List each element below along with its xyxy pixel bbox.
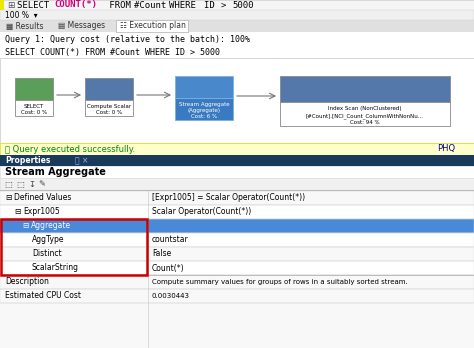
Text: PHQ: PHQ: [437, 144, 455, 153]
Text: ⊟: ⊟: [14, 207, 20, 216]
Text: >: >: [221, 0, 232, 9]
Bar: [0, 143, 474, 155]
Bar: [0, 191, 474, 205]
Bar: [116, 20, 188, 32]
Text: SELECT COUNT(*) FROM #Count WHERE ID > 5000: SELECT COUNT(*) FROM #Count WHERE ID > 5…: [5, 48, 220, 57]
Bar: [0, 166, 474, 178]
Bar: [0, 0, 474, 10]
Bar: [0, 219, 474, 233]
Text: Properties: Properties: [5, 156, 50, 165]
Text: ⊞: ⊞: [7, 0, 15, 9]
Text: ⬚: ⬚: [4, 180, 12, 189]
Text: ✅ Query executed successfully.: ✅ Query executed successfully.: [5, 144, 135, 153]
Bar: [0, 0, 4, 10]
Text: 100 %  ▾: 100 % ▾: [5, 10, 37, 19]
Bar: [15, 78, 53, 100]
Text: WHERE: WHERE: [169, 0, 201, 9]
Text: ID: ID: [204, 0, 220, 9]
Bar: [85, 100, 133, 116]
Text: ▦ Results: ▦ Results: [6, 22, 44, 31]
Bar: [0, 32, 474, 58]
Bar: [0, 275, 474, 289]
Text: [Expr1005] = Scalar Operator(Count(*)): [Expr1005] = Scalar Operator(Count(*)): [152, 193, 305, 203]
Text: Query 1: Query cost (relative to the batch): 100%: Query 1: Query cost (relative to the bat…: [5, 35, 250, 45]
Text: ▤ Messages: ▤ Messages: [58, 22, 105, 31]
Bar: [175, 76, 233, 98]
Text: countstar: countstar: [152, 236, 189, 245]
Text: ☷ Execution plan: ☷ Execution plan: [120, 22, 186, 31]
Text: ⊟: ⊟: [5, 193, 11, 203]
Text: 5000: 5000: [232, 0, 254, 9]
Text: 0.0030443: 0.0030443: [152, 293, 190, 299]
Bar: [0, 289, 474, 303]
Text: SELECT: SELECT: [24, 104, 44, 109]
Text: Scalar Operator(Count(*)): Scalar Operator(Count(*)): [152, 207, 251, 216]
Bar: [0, 261, 474, 275]
Text: Description: Description: [5, 277, 49, 286]
Text: Stream Aggregate: Stream Aggregate: [179, 102, 229, 107]
Text: Index Scan (NonClustered): Index Scan (NonClustered): [328, 106, 402, 111]
Text: Cost: 0 %: Cost: 0 %: [96, 110, 122, 115]
Bar: [280, 76, 450, 102]
Text: False: False: [152, 250, 171, 259]
Text: ⭲ ×: ⭲ ×: [75, 156, 88, 165]
Text: Cost: 6 %: Cost: 6 %: [191, 114, 217, 119]
Text: FROM: FROM: [104, 0, 136, 9]
Bar: [0, 20, 474, 32]
Bar: [0, 233, 474, 247]
Bar: [85, 78, 133, 100]
Text: #Count: #Count: [134, 0, 172, 9]
Text: Stream Aggregate: Stream Aggregate: [5, 167, 106, 177]
Bar: [0, 205, 474, 219]
Text: [#Count].[NCI_Count_ColumnWithNonNu...: [#Count].[NCI_Count_ColumnWithNonNu...: [306, 113, 424, 119]
Bar: [15, 100, 53, 116]
Text: Estimated CPU Cost: Estimated CPU Cost: [5, 292, 81, 301]
Text: AggType: AggType: [32, 236, 64, 245]
Text: Cost: 94 %: Cost: 94 %: [350, 120, 380, 125]
Text: Compute Scalar: Compute Scalar: [87, 104, 131, 109]
Text: Distinct: Distinct: [32, 250, 62, 259]
Bar: [280, 102, 450, 126]
Text: SELECT: SELECT: [17, 0, 55, 9]
Bar: [0, 155, 474, 166]
Text: Aggregate: Aggregate: [31, 221, 71, 230]
Text: Count(*): Count(*): [152, 263, 185, 272]
Bar: [0, 178, 474, 190]
Bar: [0, 275, 474, 348]
Text: (Aggregate): (Aggregate): [188, 108, 220, 113]
Text: Cost: 0 %: Cost: 0 %: [21, 110, 47, 115]
Text: ✎: ✎: [38, 180, 45, 189]
Bar: [0, 10, 474, 20]
Bar: [175, 98, 233, 120]
Text: Defined Values: Defined Values: [14, 193, 72, 203]
Text: ↧: ↧: [28, 180, 35, 189]
Bar: [0, 58, 474, 143]
Text: Expr1005: Expr1005: [23, 207, 60, 216]
Text: Compute summary values for groups of rows in a suitably sorted stream.: Compute summary values for groups of row…: [152, 279, 408, 285]
Bar: [0, 247, 474, 261]
Text: ScalarString: ScalarString: [32, 263, 79, 272]
Text: ⬚: ⬚: [16, 180, 24, 189]
Text: COUNT(*): COUNT(*): [54, 0, 97, 9]
Text: ⊟: ⊟: [22, 221, 28, 230]
Bar: [1, 219, 147, 275]
